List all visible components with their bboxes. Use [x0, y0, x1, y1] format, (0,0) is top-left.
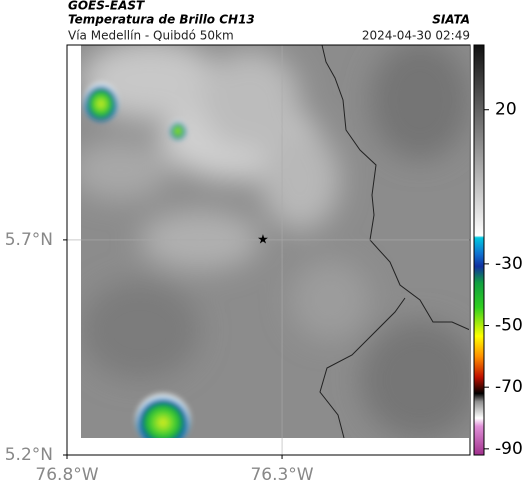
- satellite-image: [81, 45, 469, 438]
- colorbar-tick-label: -30: [495, 254, 523, 274]
- y-tick-label: 5.7°N: [5, 230, 53, 250]
- y-tick-label: 5.2°N: [5, 445, 53, 465]
- datetime: 2024-04-30 02:49: [362, 29, 470, 43]
- colorbar-tick-label: 20: [495, 100, 517, 120]
- colorbar-tick-label: -50: [495, 316, 523, 336]
- colorbar-tick-label: -90: [495, 439, 523, 459]
- source: SIATA: [432, 13, 470, 27]
- colorbar-tick-label: -70: [495, 377, 523, 397]
- colorbar: [473, 44, 485, 456]
- product: Temperatura de Brillo CH13: [68, 13, 255, 27]
- satellite: GOES-EAST: [68, 0, 145, 13]
- map-frame: [66, 44, 471, 456]
- x-tick-label: 76.8°W: [35, 465, 98, 485]
- x-tick-label: 76.3°W: [250, 465, 313, 485]
- route: Vía Medellín - Quibdó 50km: [68, 29, 234, 43]
- city-marker: ★: [257, 233, 269, 248]
